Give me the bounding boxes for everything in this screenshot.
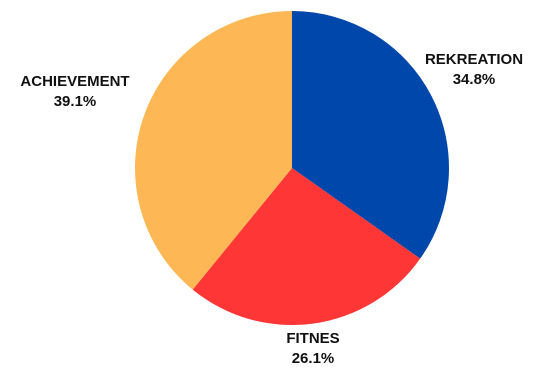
pie-slice-achievement — [134, 11, 292, 290]
slice-label-rekreation: REKREATION — [425, 51, 523, 68]
slice-label-achievement: ACHIEVEMENT — [20, 73, 129, 90]
slice-label-fitnes: FITNES — [286, 330, 339, 347]
slice-value-fitnes: 26.1% — [292, 350, 335, 367]
pie-labels: REKREATION 34.8% FITNES 26.1% ACHIEVEMENT 39.… — [20, 51, 523, 367]
slice-value-achievement: 39.1% — [54, 93, 97, 110]
pie-slice-rekreation — [292, 11, 450, 259]
pie-slice-fitnes — [192, 168, 421, 326]
slice-value-rekreation: 34.8% — [453, 71, 496, 88]
pie-slices — [134, 11, 450, 326]
